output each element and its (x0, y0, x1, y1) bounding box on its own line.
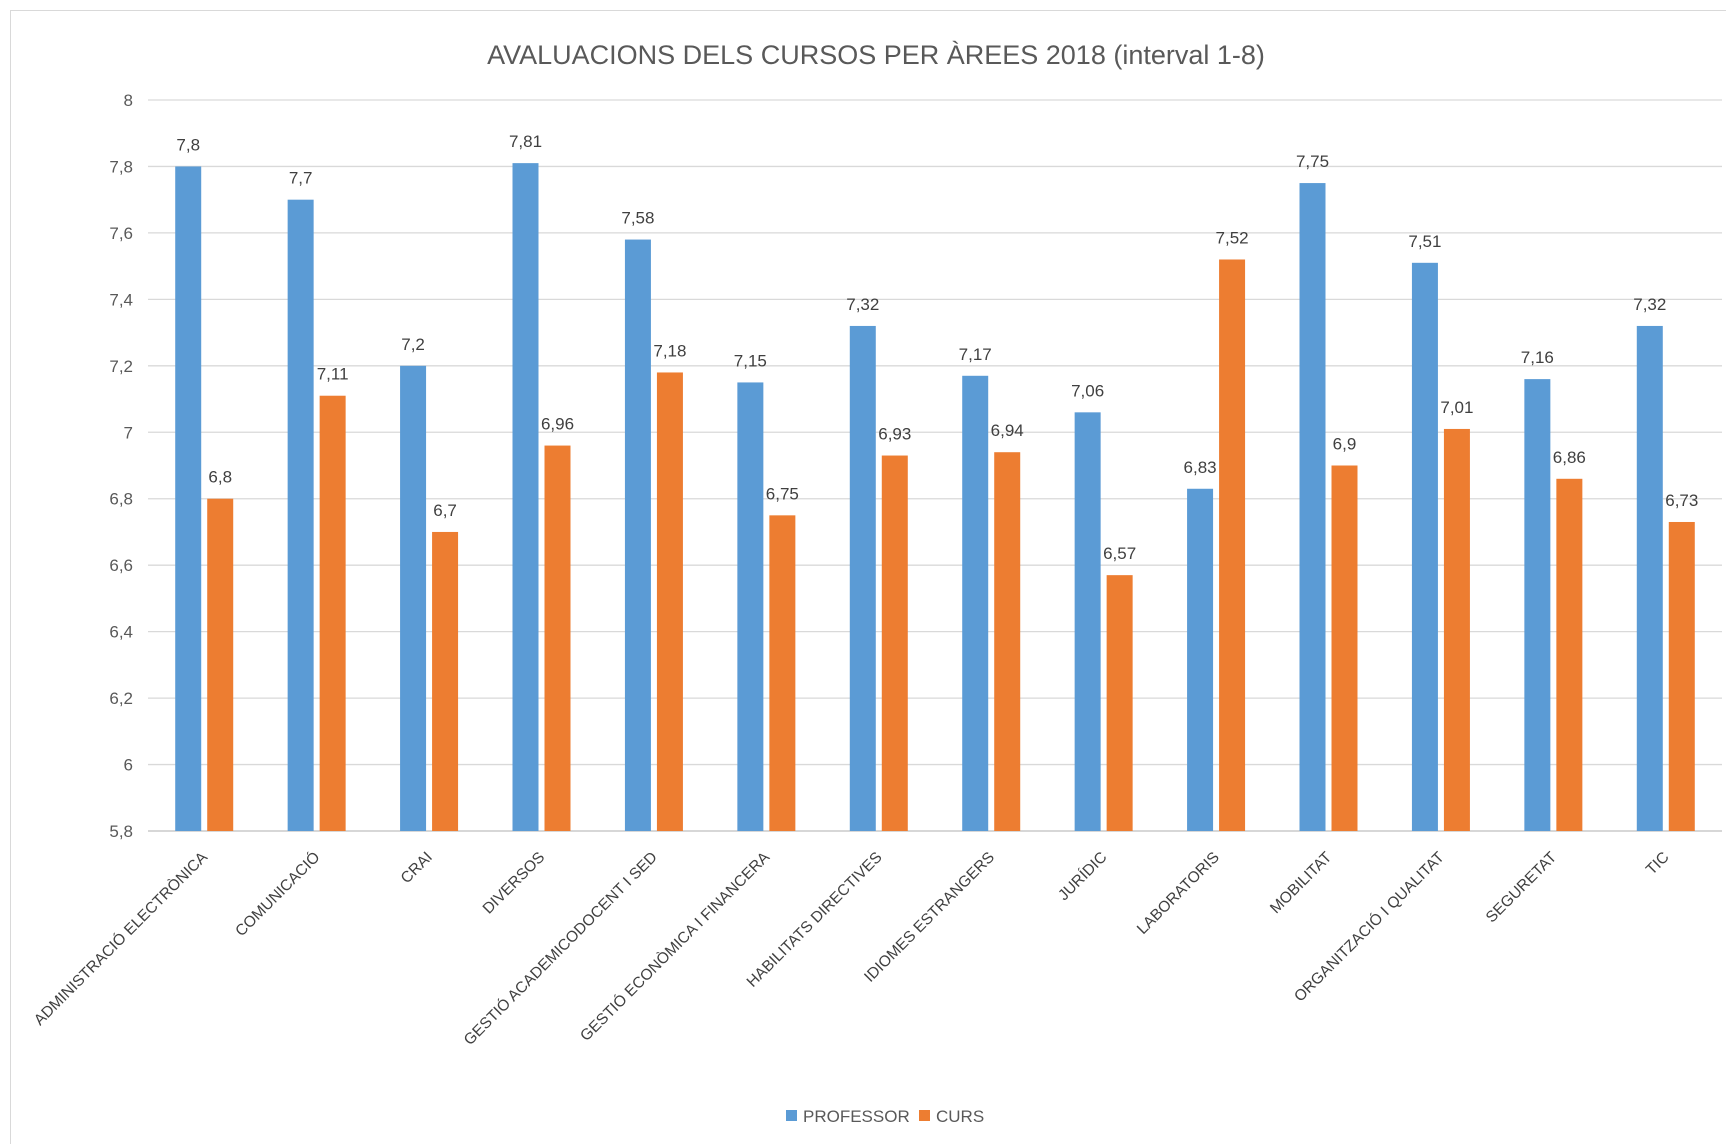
x-category-label: GESTIÓ ACADEMICODOCENT I SED (461, 849, 661, 1049)
data-label: 7,58 (621, 209, 654, 228)
data-label: 6,86 (1553, 448, 1586, 467)
data-label: 7,01 (1440, 398, 1473, 417)
x-category-label: COMUNICACIÓ (232, 849, 323, 940)
bar-professor (624, 239, 651, 831)
data-label: 7,15 (734, 351, 767, 370)
y-tick-label: 6,4 (109, 623, 133, 642)
bar-professor (1299, 183, 1326, 831)
bar-professor (1524, 379, 1551, 831)
bar-professor (1636, 325, 1663, 831)
data-label: 7,2 (401, 335, 425, 354)
data-label: 7,8 (176, 135, 200, 154)
legend-swatch-curs (919, 1110, 930, 1121)
bar-curs (1668, 521, 1695, 831)
bar-curs (1219, 259, 1246, 831)
y-tick-label: 7,4 (109, 290, 133, 309)
bar-professor (400, 365, 427, 831)
data-label: 6,83 (1184, 458, 1217, 477)
legend-swatch-professor (786, 1110, 797, 1121)
bar-curs (544, 445, 571, 831)
y-tick-label: 5,8 (109, 822, 133, 841)
x-category-label: MOBILITAT (1267, 848, 1336, 917)
bar-curs (1443, 428, 1470, 831)
y-tick-label: 7,6 (109, 224, 133, 243)
bar-curs (432, 531, 459, 831)
x-category-label: IDIOMES ESTRANGERS (861, 849, 998, 986)
y-tick-label: 6,6 (109, 556, 133, 575)
x-category-label: GESTIÓ ECONÒMICA I FINANCERA (577, 848, 773, 1044)
legend: PROFESSOR CURS (786, 1107, 984, 1126)
data-label: 6,8 (208, 468, 232, 487)
legend-label-professor: PROFESSOR (803, 1107, 910, 1126)
data-label: 7,16 (1521, 348, 1554, 367)
bar-curs (769, 515, 796, 831)
x-category-label: LABORATORIS (1134, 849, 1223, 938)
x-axis-categories: ADMINISTRACIÓ ELECTRÒNICA COMUNICACIÓ CRAI… (31, 848, 1673, 1048)
legend-label-curs: CURS (936, 1107, 984, 1126)
bar-professor (1411, 262, 1438, 832)
data-label: 7,52 (1216, 228, 1249, 247)
chart-title: AVALUACIONS DELS CURSOS PER ÀREES 2018 (… (487, 40, 1265, 70)
bar-professor (1187, 488, 1214, 831)
x-category-label: CRAI (398, 849, 436, 887)
data-label: 7,32 (1633, 295, 1666, 314)
data-label: 6,96 (541, 415, 574, 434)
bar-professor (512, 163, 539, 831)
bars (175, 163, 1695, 832)
data-label: 7,18 (653, 341, 686, 360)
data-label: 6,7 (433, 501, 457, 520)
data-label: 7,17 (959, 345, 992, 364)
y-tick-label: 7,2 (109, 357, 133, 376)
y-axis-ticks: 5,8 6 6,2 6,4 6,6 6,8 7 7,2 7,4 7,6 7,8 8 (109, 91, 133, 841)
y-tick-label: 6,2 (109, 689, 133, 708)
bar-professor (175, 166, 202, 832)
bar-curs (207, 498, 234, 831)
bar-professor (849, 325, 876, 831)
y-tick-label: 8 (124, 91, 133, 110)
data-label: 7,06 (1071, 381, 1104, 400)
y-tick-label: 6 (124, 756, 133, 775)
data-label: 7,32 (846, 295, 879, 314)
bar-professor (1074, 412, 1101, 831)
bar-curs (1106, 575, 1133, 831)
gridlines (148, 99, 1722, 832)
bar-professor (737, 382, 764, 831)
data-label: 7,51 (1408, 232, 1441, 251)
data-label: 6,93 (878, 425, 911, 444)
data-label: 6,75 (766, 484, 799, 503)
bar-professor (287, 199, 314, 831)
data-label: 7,81 (509, 132, 542, 151)
bar-curs (1331, 465, 1358, 831)
data-label: 6,94 (991, 421, 1024, 440)
bar-curs (881, 455, 908, 831)
y-tick-label: 6,8 (109, 490, 133, 509)
data-label: 7,75 (1296, 152, 1329, 171)
bar-curs (656, 372, 683, 831)
bar-professor (962, 375, 989, 831)
y-tick-label: 7,8 (109, 157, 133, 176)
data-labels: 7,8 6,8 7,7 7,11 7,2 6,7 7,81 6,96 7,58 7,18 7,15 6… (176, 132, 1698, 563)
data-label: 6,73 (1665, 491, 1698, 510)
bar-curs (1556, 478, 1583, 831)
x-category-label: DIVERSOS (480, 849, 549, 918)
bar-curs (994, 452, 1021, 831)
x-category-label: ADMINISTRACIÓ ELECTRÒNICA (31, 848, 212, 1029)
x-category-label: JURÍDIC (1055, 849, 1110, 904)
data-label: 6,57 (1103, 544, 1136, 563)
x-category-label: SEGURETAT (1483, 848, 1561, 926)
data-label: 7,7 (289, 169, 313, 188)
y-tick-label: 7 (124, 423, 133, 442)
data-label: 7,11 (317, 365, 349, 384)
data-label: 6,9 (1333, 435, 1357, 454)
x-category-label: TIC (1643, 849, 1673, 879)
bar-curs (319, 395, 346, 831)
